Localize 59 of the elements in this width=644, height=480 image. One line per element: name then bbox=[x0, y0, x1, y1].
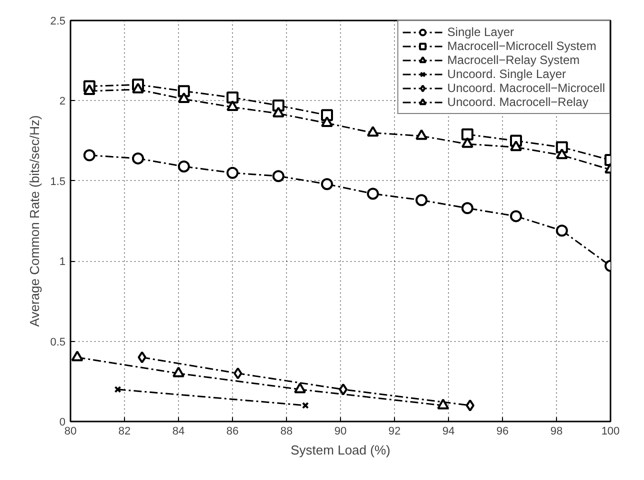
point bbox=[132, 152, 144, 164]
x-tick-label: 98 bbox=[550, 426, 563, 438]
point bbox=[71, 350, 84, 362]
point bbox=[321, 178, 333, 190]
y-tick-label: 0.5 bbox=[50, 336, 66, 348]
legend-label: Uncoord. Macrocell−Microcell bbox=[447, 81, 605, 95]
x-tick-label: 88 bbox=[280, 426, 293, 438]
point bbox=[272, 106, 284, 118]
point bbox=[437, 398, 450, 410]
legend-label: Uncoord. Single Layer bbox=[447, 67, 566, 81]
point bbox=[132, 82, 144, 94]
point bbox=[510, 140, 522, 152]
point bbox=[366, 188, 379, 200]
point bbox=[272, 170, 284, 182]
point bbox=[226, 166, 238, 179]
point bbox=[556, 148, 568, 160]
point bbox=[510, 210, 522, 222]
y-tick-label: 0 bbox=[59, 416, 66, 428]
y-tick-label: 2 bbox=[59, 96, 66, 108]
point bbox=[83, 149, 96, 162]
point bbox=[294, 382, 306, 394]
point bbox=[321, 116, 333, 128]
legend-label: Single Layer bbox=[447, 25, 514, 39]
point bbox=[556, 224, 568, 237]
y-tick-label: 1.5 bbox=[50, 176, 66, 188]
point bbox=[416, 129, 428, 140]
x-tick-label: 96 bbox=[496, 426, 509, 438]
legend-label: Uncoord. Macrocell−Relay bbox=[447, 95, 588, 109]
point bbox=[226, 100, 238, 112]
point bbox=[178, 92, 190, 103]
y-axis-title: Average Common Rate (bits/sec/Hz) bbox=[27, 115, 42, 327]
x-tick-label: 94 bbox=[442, 426, 455, 438]
point bbox=[338, 383, 348, 396]
point bbox=[416, 194, 428, 206]
x-tick-label: 82 bbox=[118, 426, 131, 438]
point bbox=[302, 402, 309, 409]
point bbox=[226, 91, 238, 104]
point bbox=[466, 399, 474, 412]
x-tick-label: 80 bbox=[64, 426, 77, 438]
x-tick-label: 100 bbox=[601, 426, 620, 438]
legend-label: Macrocell−Relay System bbox=[447, 53, 580, 67]
point bbox=[461, 137, 474, 148]
point bbox=[178, 160, 190, 172]
point bbox=[366, 126, 379, 137]
point bbox=[83, 84, 96, 95]
point bbox=[234, 367, 242, 380]
point bbox=[172, 366, 184, 378]
point bbox=[461, 202, 474, 214]
x-axis-title: System Load (%) bbox=[290, 442, 390, 458]
point bbox=[114, 386, 122, 393]
x-tick-label: 84 bbox=[172, 426, 185, 438]
y-tick-label: 1 bbox=[59, 256, 66, 268]
x-tick-label: 86 bbox=[226, 426, 239, 438]
x-tick-label: 92 bbox=[388, 426, 401, 438]
point bbox=[461, 128, 474, 140]
legend-label: Macrocell−Microcell System bbox=[447, 39, 596, 53]
x-tick-label: 90 bbox=[334, 426, 347, 438]
y-tick-label: 2.5 bbox=[50, 16, 66, 28]
point bbox=[138, 351, 146, 364]
